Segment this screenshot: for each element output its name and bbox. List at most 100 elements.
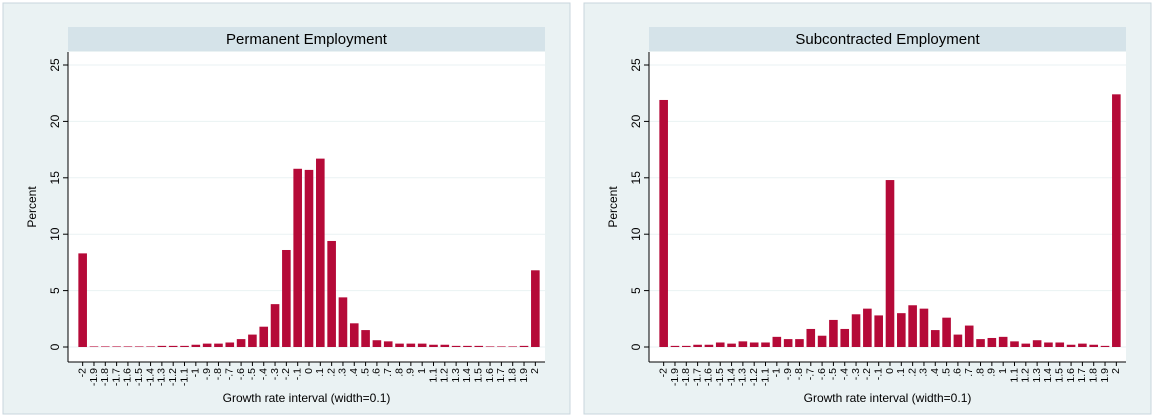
x-tick-label: .2 <box>325 368 337 377</box>
x-tick-label: -1.9 <box>88 368 100 386</box>
bar <box>146 346 155 347</box>
bar <box>693 344 702 347</box>
x-tick-label: -1.5 <box>714 368 726 386</box>
y-tick-label: 10 <box>629 227 643 241</box>
x-tick-label: -2 <box>657 368 669 377</box>
bar <box>406 343 416 347</box>
bar <box>168 345 178 347</box>
x-tick-label: -.1 <box>872 368 884 380</box>
y-tick-label: 20 <box>629 114 643 128</box>
bar <box>738 341 748 347</box>
bar <box>1044 342 1053 347</box>
x-tick-label: -2 <box>76 368 88 377</box>
x-tick-label: 1.1 <box>1008 368 1020 383</box>
x-tick-label: .9 <box>405 368 417 377</box>
bar <box>930 330 940 347</box>
x-tick-label: -.3 <box>269 368 281 380</box>
x-tick-label: 1 <box>416 368 428 374</box>
x-tick-label: .8 <box>393 368 405 377</box>
bar <box>874 315 883 347</box>
x-tick-label: 1.9 <box>518 368 530 383</box>
x-tick-label: -.8 <box>212 368 224 380</box>
bar <box>451 345 461 347</box>
x-tick-label: -1.7 <box>110 368 122 386</box>
bar <box>417 343 427 347</box>
bar <box>749 342 759 347</box>
bar <box>659 99 668 347</box>
title-band <box>68 27 545 51</box>
x-tick-label: .7 <box>963 368 975 377</box>
x-tick-label: -1.3 <box>737 368 749 386</box>
bar <box>123 346 133 347</box>
x-tick-label: 1.4 <box>1042 368 1054 383</box>
x-tick-label: 1.7 <box>495 368 507 383</box>
bar <box>327 240 336 347</box>
y-tick-label: 25 <box>48 58 62 72</box>
bar <box>885 180 895 347</box>
y-tick-label: 5 <box>629 287 643 294</box>
bar <box>395 343 404 347</box>
x-tick-label: -1 <box>771 368 783 377</box>
x-tick-label: .4 <box>348 368 360 377</box>
bar <box>1100 345 1110 347</box>
x-tick-label: .3 <box>337 368 349 377</box>
bar <box>1010 341 1019 347</box>
bar <box>829 319 838 347</box>
bar <box>248 334 257 347</box>
bar <box>519 345 529 347</box>
x-tick-label: -.5 <box>827 368 839 380</box>
bar <box>1032 340 1042 347</box>
bar <box>681 345 691 347</box>
bar <box>282 249 291 347</box>
bar <box>383 341 393 347</box>
x-tick-label: -1.5 <box>133 368 145 386</box>
bar <box>897 313 906 347</box>
x-tick-label: .3 <box>918 368 930 377</box>
x-tick-label: 1.5 <box>473 368 485 383</box>
y-tick-label: 10 <box>48 227 62 241</box>
x-tick-label: .6 <box>371 368 383 377</box>
bar <box>202 343 212 347</box>
x-tick-label: -1.4 <box>144 368 156 386</box>
x-tick-label: -.9 <box>782 368 794 380</box>
bar <box>1089 344 1099 347</box>
bar <box>817 335 827 347</box>
bar <box>100 346 110 347</box>
bar <box>236 339 246 347</box>
bar <box>727 343 736 347</box>
x-tick-label: -1.4 <box>725 368 737 386</box>
x-tick-label: -1.9 <box>669 368 681 386</box>
bar <box>976 339 985 347</box>
x-tick-label: -.2 <box>861 368 873 380</box>
x-axis-label: Growth rate interval (width=0.1) <box>223 391 391 405</box>
bar <box>863 308 872 347</box>
bar <box>508 346 518 347</box>
x-tick-label: -.7 <box>224 368 236 380</box>
bar <box>157 345 167 347</box>
x-tick-label: 0 <box>884 368 896 374</box>
x-tick-label: -1 <box>190 368 202 377</box>
x-tick-label: 1.5 <box>1054 368 1066 383</box>
y-tick-label: 25 <box>629 58 643 72</box>
x-tick-label: -.6 <box>235 368 247 380</box>
bar <box>485 346 495 347</box>
x-tick-label: -1.6 <box>122 368 134 386</box>
x-tick-label: 1.6 <box>1065 368 1077 383</box>
x-tick-label: -1.1 <box>759 368 771 386</box>
x-tick-label: 0 <box>303 368 315 374</box>
bar <box>214 343 223 347</box>
bar <box>191 344 201 347</box>
x-tick-label: 1.8 <box>1087 368 1099 383</box>
bar <box>259 326 269 347</box>
bar <box>112 346 121 347</box>
x-tick-label: 1.8 <box>506 368 518 383</box>
bar <box>180 345 189 347</box>
bar <box>463 345 472 347</box>
bar <box>349 323 359 347</box>
x-tick-label: 1.2 <box>439 368 451 383</box>
x-tick-label: -1.6 <box>703 368 715 386</box>
x-tick-label: -.2 <box>280 368 292 380</box>
bar <box>497 346 506 347</box>
x-axis-label: Growth rate interval (width=0.1) <box>804 391 972 405</box>
